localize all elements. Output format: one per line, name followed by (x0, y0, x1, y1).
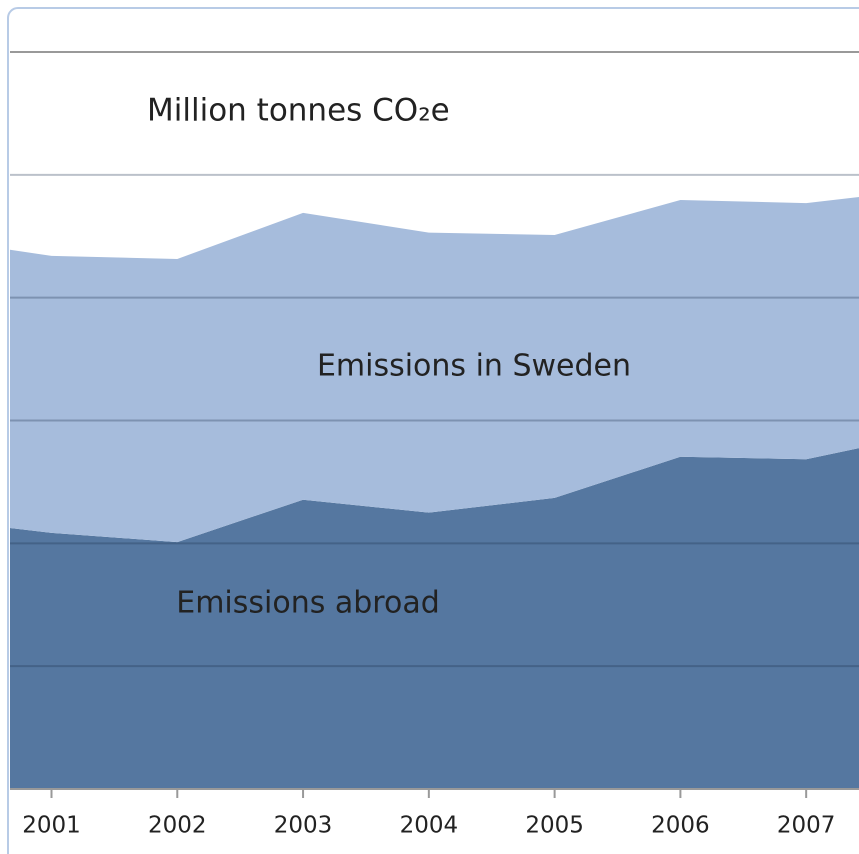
y-axis-label: Million tonnes CO₂e (147, 93, 450, 129)
area (10, 196, 859, 543)
area (10, 448, 859, 789)
x-tick-label: 2003 (274, 813, 333, 839)
x-tick-label: 2001 (22, 813, 81, 839)
series-label: Emissions abroad (176, 586, 440, 621)
x-tick-label: 2005 (525, 813, 584, 839)
x-tick-label: 2002 (148, 813, 207, 839)
x-tick-label: 2007 (777, 813, 836, 839)
x-tick-label: 2006 (651, 813, 710, 839)
series-label: Emissions in Sweden (317, 349, 631, 384)
x-tick-label: 2004 (400, 813, 459, 839)
